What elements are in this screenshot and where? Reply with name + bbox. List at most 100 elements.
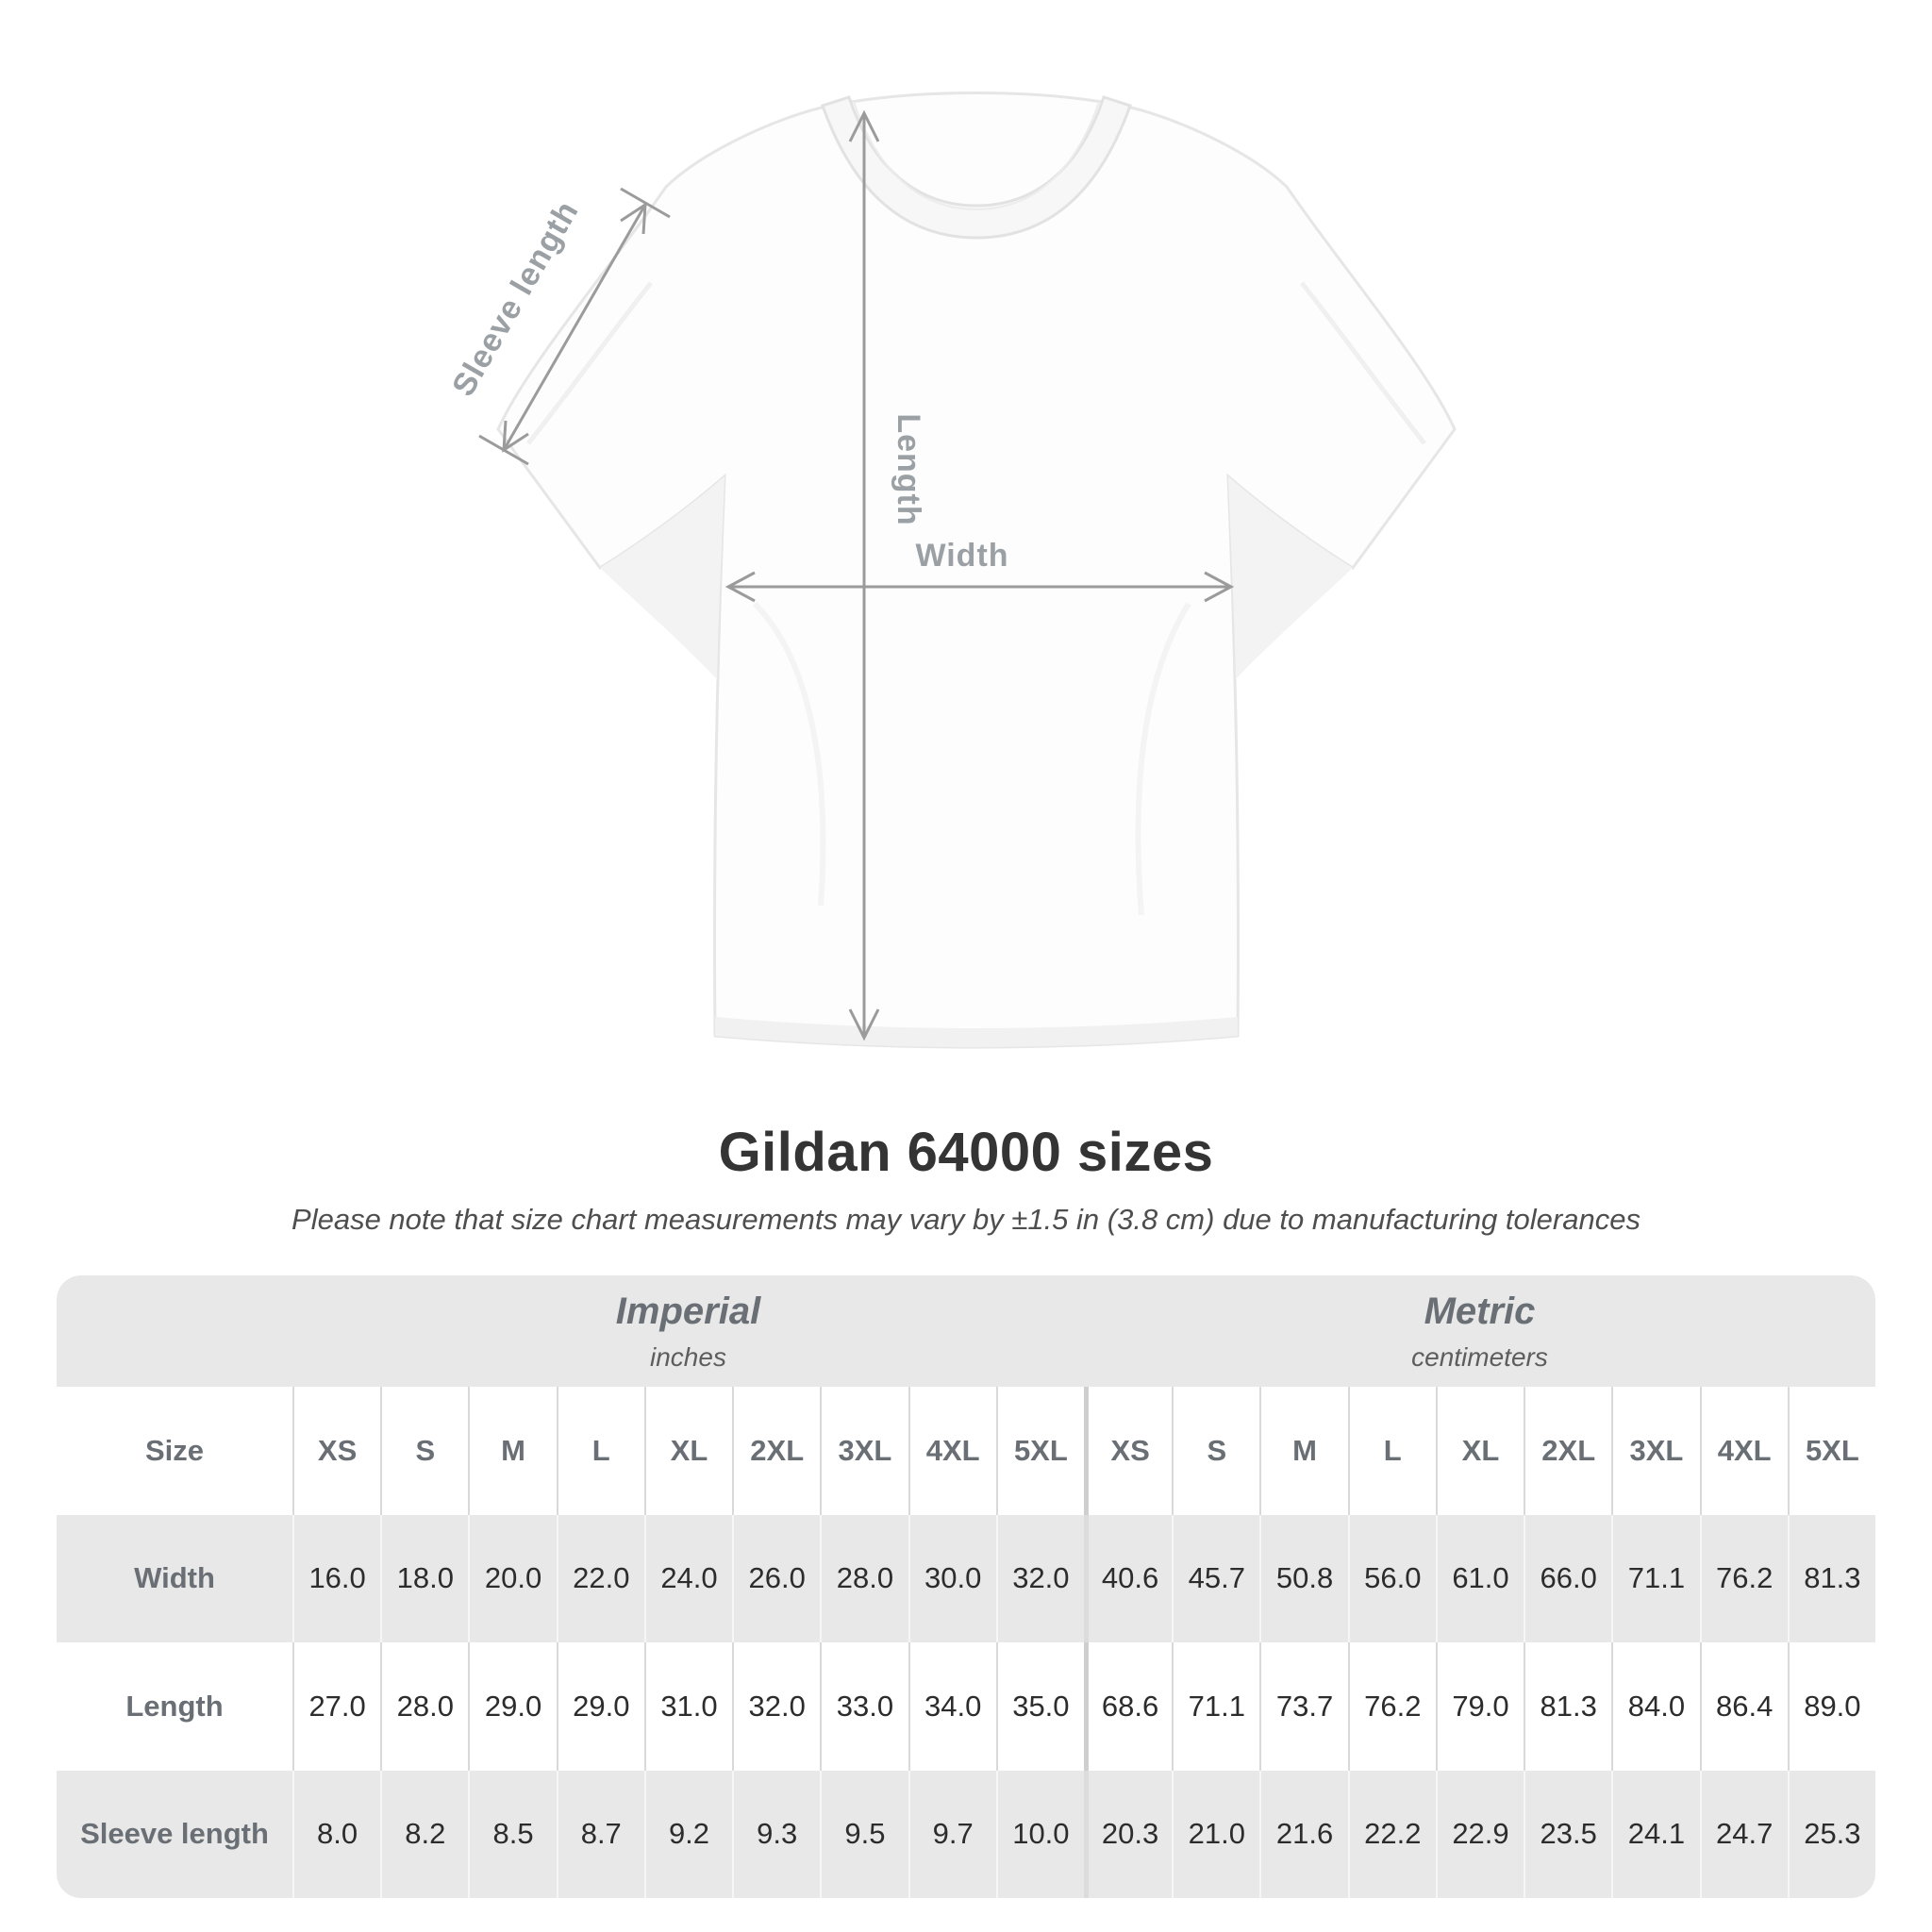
table-cell: 79.0	[1435, 1642, 1524, 1771]
size-header-cell: 5XL	[1787, 1387, 1875, 1515]
table-cell: 45.7	[1172, 1514, 1259, 1642]
size-header-cell: 5XL	[995, 1387, 1084, 1515]
table-cell: 25.3	[1787, 1770, 1875, 1898]
table-cell: 89.0	[1787, 1642, 1875, 1771]
size-header-cell: 3XL	[820, 1387, 908, 1515]
page-subtitle: Please note that size chart measurements…	[291, 1203, 1641, 1236]
table-cell: 24.0	[643, 1514, 732, 1642]
table-cell: 9.3	[732, 1770, 820, 1898]
table-cell: 68.6	[1083, 1642, 1173, 1771]
hem-shadow	[715, 1017, 1238, 1047]
width-arrow	[724, 571, 1235, 603]
table-cell: 20.3	[1083, 1770, 1172, 1898]
table-cell: 66.0	[1524, 1514, 1611, 1642]
table-cell: 35.0	[995, 1642, 1084, 1771]
length-label: Length	[891, 413, 926, 525]
table-cell: 73.7	[1259, 1642, 1348, 1771]
table-cell: 10.0	[995, 1770, 1084, 1898]
table-cell: 34.0	[908, 1642, 996, 1771]
unit-sub-centimeters: centimeters	[1411, 1341, 1548, 1372]
table-cell: 21.6	[1259, 1770, 1347, 1898]
table-cell: 8.0	[292, 1770, 380, 1898]
size-header-cell: XL	[643, 1387, 733, 1515]
table-cell: 21.0	[1172, 1770, 1259, 1898]
size-header-cell: S	[1172, 1387, 1260, 1515]
table-cell: 22.0	[556, 1514, 644, 1642]
length-arrow	[848, 109, 880, 1041]
size-col-header: Size	[57, 1387, 292, 1515]
sleeve-length-arrow	[478, 187, 671, 466]
table-cell: 22.9	[1435, 1770, 1524, 1898]
table-cell: 28.0	[380, 1642, 469, 1771]
unit-band-spacer	[57, 1275, 292, 1387]
table-cell: 86.4	[1699, 1642, 1788, 1771]
unit-title-metric: Metric	[1424, 1290, 1536, 1332]
size-header-cell: M	[1259, 1387, 1348, 1515]
table-cell: 8.2	[380, 1770, 468, 1898]
table-cell: 9.7	[908, 1770, 996, 1898]
table-cell: 32.0	[732, 1642, 821, 1771]
table-cell: 29.0	[468, 1642, 557, 1771]
size-header-cell: XL	[1435, 1387, 1524, 1515]
table-cell: 81.3	[1524, 1642, 1612, 1771]
unit-sub-inches: inches	[650, 1341, 726, 1372]
sleeve-shadow-left	[600, 476, 724, 679]
page-title: Gildan 64000 sizes	[718, 1122, 1214, 1183]
table-cell: 9.2	[643, 1770, 732, 1898]
row-label-length: Length	[57, 1642, 292, 1771]
table-cell: 26.0	[732, 1514, 820, 1642]
sleeve-shadow-right	[1228, 476, 1353, 679]
table-cell: 32.0	[995, 1514, 1084, 1642]
table-cell: 23.5	[1524, 1770, 1611, 1898]
size-header-cell: 2XL	[732, 1387, 821, 1515]
size-table: Imperial inches Metric centimeters Size …	[57, 1275, 1875, 1898]
table-cell: 30.0	[908, 1514, 996, 1642]
unit-group-imperial: Imperial inches	[292, 1275, 1084, 1387]
size-header-cell: 4XL	[908, 1387, 996, 1515]
table-cell: 76.2	[1699, 1514, 1788, 1642]
table-cell: 56.0	[1347, 1514, 1436, 1642]
table-cell: 27.0	[292, 1642, 381, 1771]
table-cell: 33.0	[820, 1642, 908, 1771]
table-cell: 8.5	[468, 1770, 556, 1898]
size-header-cell: 4XL	[1699, 1387, 1788, 1515]
table-cell: 71.1	[1611, 1514, 1699, 1642]
table-cell: 22.2	[1347, 1770, 1436, 1898]
table-cell: 71.1	[1172, 1642, 1260, 1771]
row-label-sleeve-length: Sleeve length	[80, 1817, 269, 1851]
tshirt-graphic	[496, 92, 1457, 1049]
table-cell: 18.0	[380, 1514, 468, 1642]
width-label: Width	[915, 538, 1008, 574]
table-cell: 40.6	[1083, 1514, 1172, 1642]
table-cell: 29.0	[556, 1642, 644, 1771]
size-header-cell: M	[468, 1387, 557, 1515]
unit-group-metric: Metric centimeters	[1084, 1275, 1875, 1387]
unit-title-imperial: Imperial	[615, 1290, 761, 1332]
table-cell: 16.0	[292, 1514, 380, 1642]
table-cell: 50.8	[1259, 1514, 1347, 1642]
collar-seam	[853, 101, 1100, 211]
row-label-width: Width	[134, 1561, 215, 1595]
table-cell: 24.7	[1699, 1770, 1788, 1898]
size-header-cell: 2XL	[1524, 1387, 1612, 1515]
table-cell: 76.2	[1347, 1642, 1436, 1771]
title-block: Gildan 64000 sizes Please note that size…	[0, 1121, 1932, 1237]
collar	[821, 95, 1132, 240]
size-header-cell: L	[556, 1387, 644, 1515]
size-header-cell: XS	[292, 1387, 381, 1515]
table-cell: 61.0	[1435, 1514, 1524, 1642]
size-header-cell: L	[1347, 1387, 1436, 1515]
table-cell: 20.0	[468, 1514, 556, 1642]
table-cell: 31.0	[643, 1642, 733, 1771]
size-header-cell: 3XL	[1611, 1387, 1700, 1515]
table-cell: 81.3	[1787, 1514, 1875, 1642]
size-header-cell: S	[380, 1387, 469, 1515]
table-cell: 28.0	[820, 1514, 908, 1642]
table-cell: 24.1	[1611, 1770, 1699, 1898]
table-cell: 8.7	[556, 1770, 644, 1898]
tshirt-diagram: Length Width Sleeve length	[445, 92, 1457, 1049]
table-cell: 84.0	[1611, 1642, 1700, 1771]
size-header-cell: XS	[1083, 1387, 1173, 1515]
table-cell: 9.5	[820, 1770, 908, 1898]
